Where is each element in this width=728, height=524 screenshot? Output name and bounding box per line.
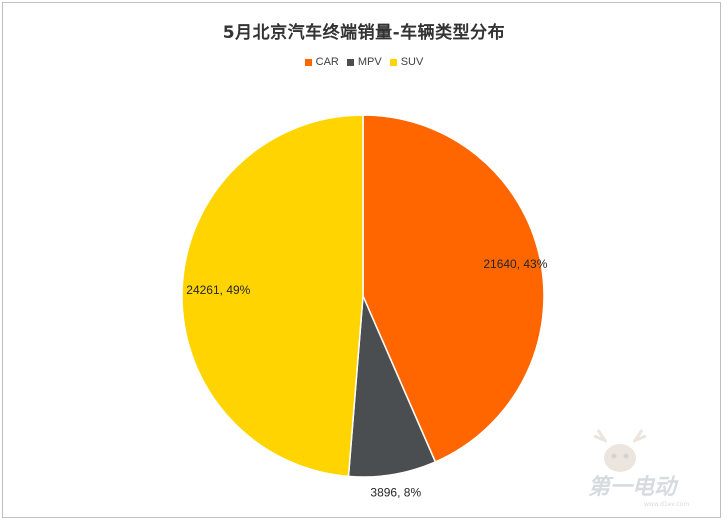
pie-slice-car [362,114,545,463]
watermark-brand: 第一电动 [588,474,679,500]
chart-legend: CAR MPV SUV [0,56,728,68]
legend-swatch-mpv [346,58,354,66]
watermark-site: www.d1ev.com [644,501,689,508]
watermark-logo: 第一电动 www.d1ev.com [588,429,689,508]
legend-item-mpv: MPV [346,56,382,68]
legend-swatch-suv [389,58,397,66]
pie-slice-suv [181,114,364,478]
legend-label-car: CAR [315,56,339,68]
legend-item-suv: SUV [389,56,424,68]
data-label-mpv: 3896, 8% [370,485,421,499]
data-label-suv: 24261, 49% [186,283,250,297]
legend-item-car: CAR [304,56,339,68]
legend-label-suv: SUV [400,56,424,68]
data-label-car: 21640, 43% [483,257,547,271]
legend-swatch-car [304,58,312,66]
chart-title: 5月北京汽车终端销量-车辆类型分布 [222,23,506,43]
legend-label-mpv: MPV [357,56,382,68]
